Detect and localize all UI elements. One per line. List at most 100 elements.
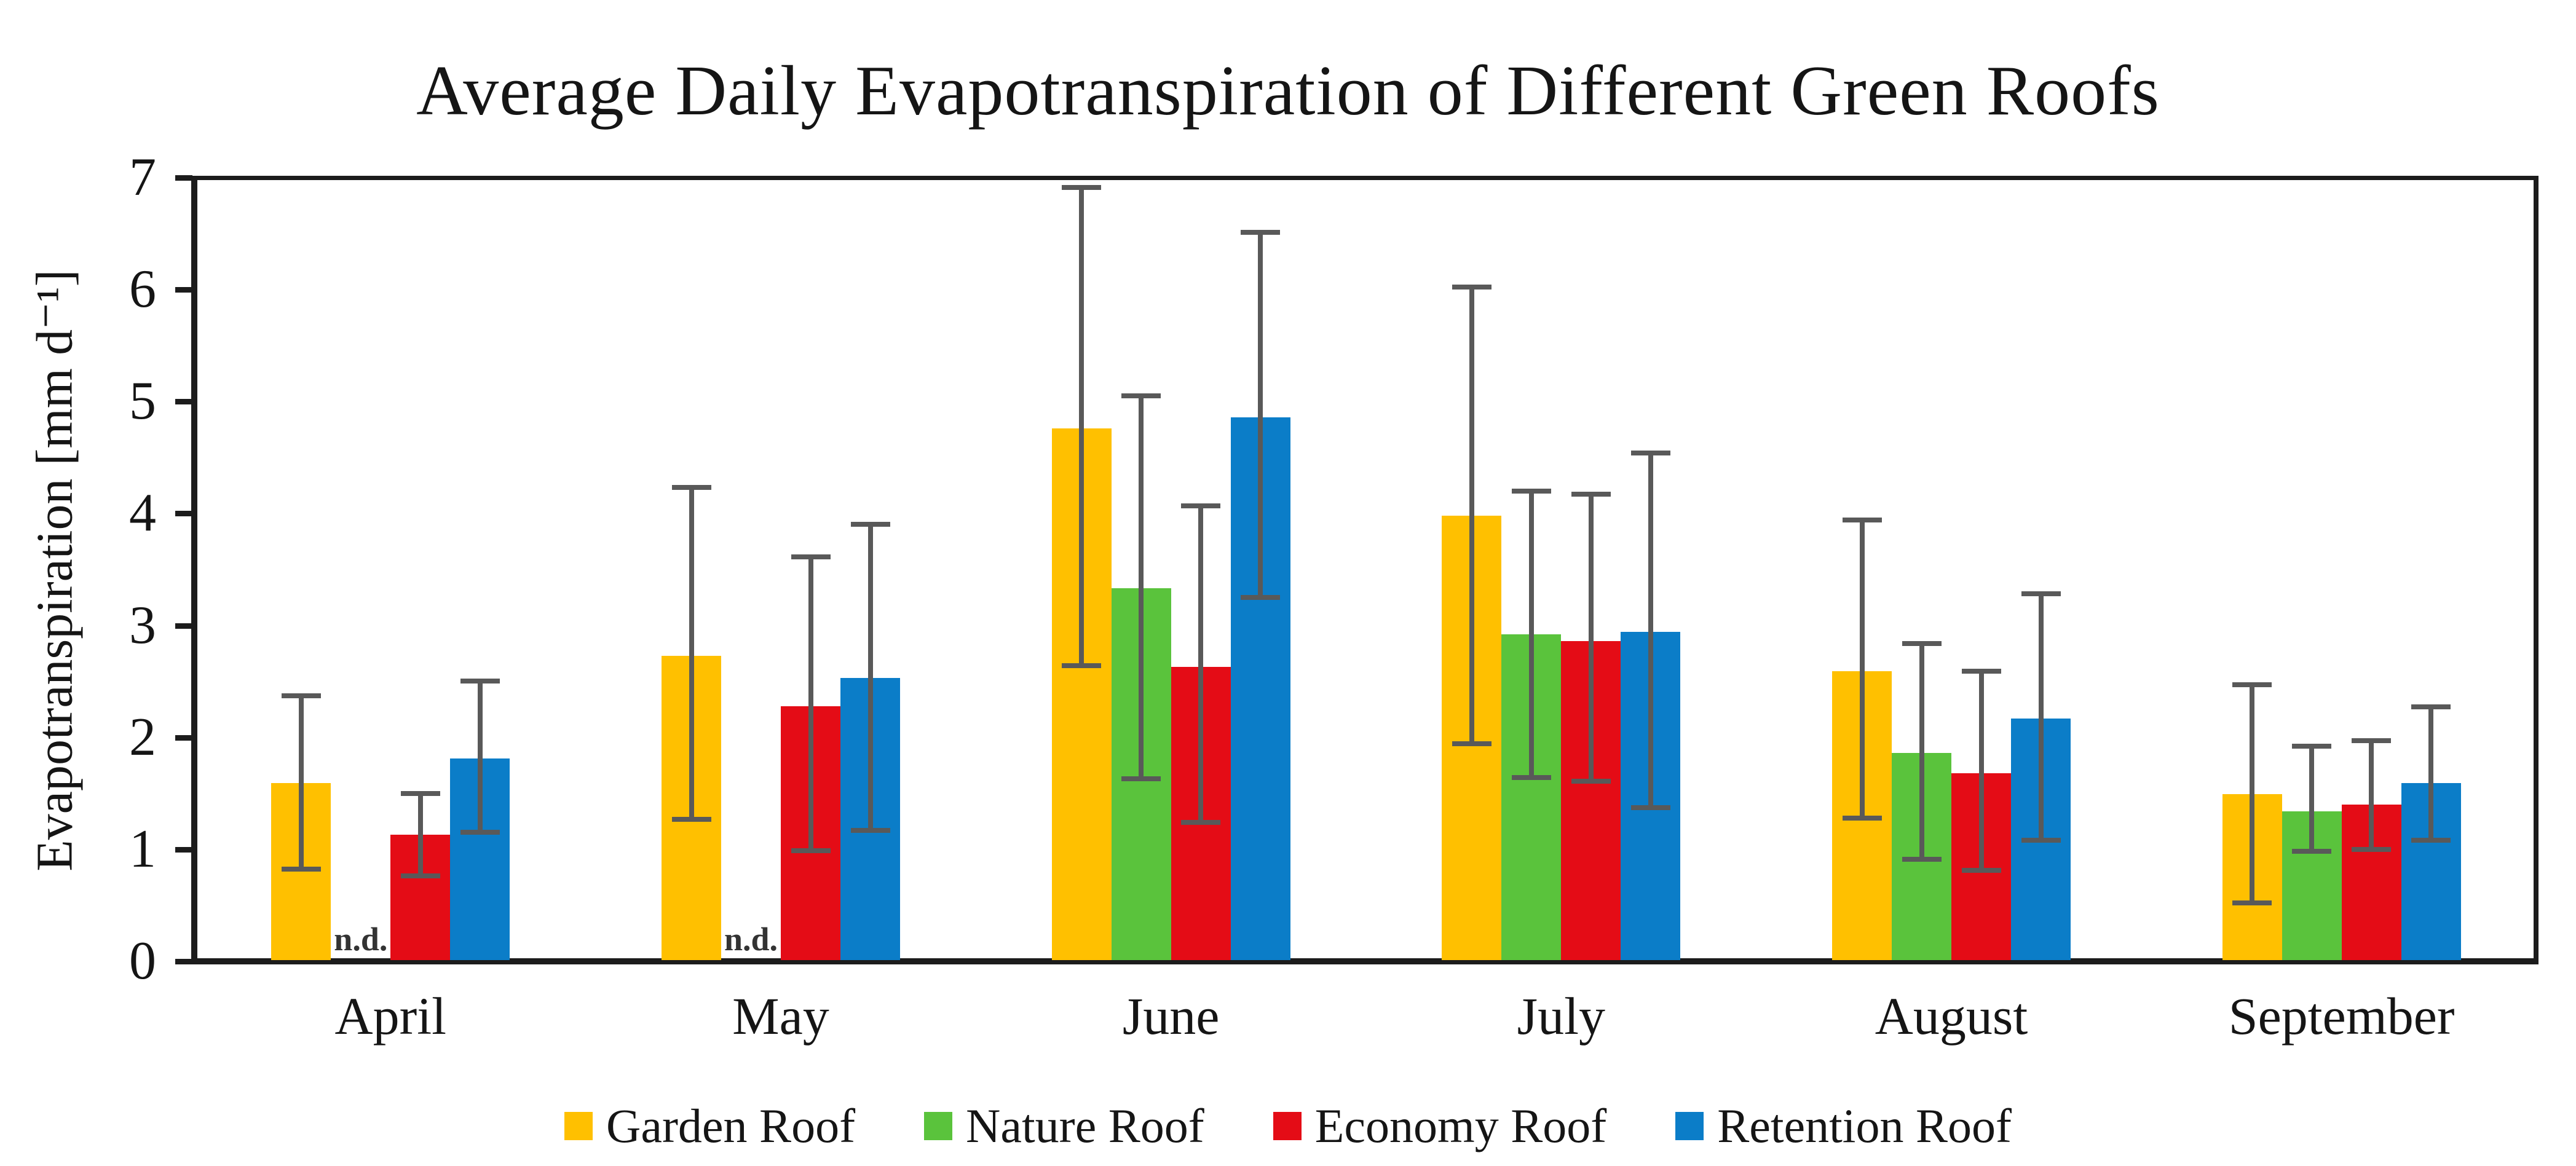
legend-swatch-garden-roof <box>564 1112 593 1140</box>
error-bar-garden-roof-june <box>1079 187 1085 666</box>
error-bar-nature-roof-september <box>2309 746 2315 852</box>
error-bar-cap-lower-garden-roof-september <box>2232 900 2272 906</box>
legend-swatch-economy-roof <box>1273 1112 1302 1140</box>
error-bar-garden-roof-may <box>689 487 694 819</box>
error-bar-nature-roof-august <box>1919 643 1924 860</box>
error-bar-cap-lower-garden-roof-august <box>1842 815 1882 821</box>
error-bar-economy-roof-may <box>808 557 813 851</box>
error-bar-cap-upper-economy-roof-april <box>400 790 440 796</box>
legend-label-nature-roof: Nature Roof <box>966 1099 1204 1152</box>
error-bar-cap-upper-garden-roof-may <box>671 485 711 490</box>
error-bar-cap-lower-garden-roof-june <box>1062 663 1102 668</box>
y-axis-tick-label: 5 <box>129 371 156 431</box>
error-bar-cap-lower-garden-roof-july <box>1452 741 1491 747</box>
error-bar-cap-upper-nature-roof-september <box>2292 744 2332 749</box>
error-bar-economy-roof-july <box>1588 494 1594 781</box>
error-bar-cap-lower-retention-roof-june <box>1241 594 1281 600</box>
legend-label-retention-roof: Retention Roof <box>1717 1099 2012 1152</box>
y-axis-tick-label: 7 <box>129 148 156 207</box>
error-bar-cap-upper-garden-roof-august <box>1842 518 1882 523</box>
error-bar-cap-upper-retention-roof-may <box>850 522 890 527</box>
error-bar-cap-lower-retention-roof-july <box>1630 805 1670 811</box>
error-bar-cap-upper-garden-roof-september <box>2232 682 2272 687</box>
error-bar-cap-upper-economy-roof-september <box>2352 738 2392 743</box>
y-axis-tick <box>175 735 192 741</box>
x-axis-label-june: June <box>1122 987 1220 1046</box>
error-bar-cap-lower-nature-roof-august <box>1902 857 1942 862</box>
error-bar-cap-lower-garden-roof-april <box>281 867 321 872</box>
error-bar-cap-upper-nature-roof-june <box>1121 393 1161 398</box>
error-bar-cap-upper-economy-roof-august <box>1961 669 2001 674</box>
missing-data-label-nature-roof-april: n.d. <box>334 921 388 958</box>
y-axis-title: Evapotranspiration [mm d⁻¹] <box>26 269 84 872</box>
error-bar-cap-upper-economy-roof-june <box>1181 503 1221 508</box>
error-bar-cap-lower-nature-roof-september <box>2292 849 2332 854</box>
legend-swatch-nature-roof <box>924 1112 953 1140</box>
legend-label-economy-roof: Economy Roof <box>1314 1099 1607 1152</box>
error-bar-cap-lower-economy-roof-august <box>1961 868 2001 873</box>
error-bar-cap-upper-retention-roof-july <box>1630 450 1670 455</box>
x-axis-label-september: September <box>2228 987 2455 1046</box>
x-axis-label-april: April <box>334 987 447 1046</box>
y-axis-tick-label: 1 <box>129 819 156 879</box>
y-axis-tick <box>175 846 192 853</box>
error-bar-cap-upper-nature-roof-july <box>1511 488 1551 494</box>
error-bar-retention-roof-may <box>867 524 873 830</box>
error-bar-economy-roof-june <box>1198 505 1204 822</box>
y-axis-tick <box>175 511 192 517</box>
error-bar-cap-lower-retention-roof-september <box>2411 838 2451 843</box>
error-bar-retention-roof-june <box>1258 232 1263 597</box>
error-bar-cap-upper-retention-roof-june <box>1241 230 1281 235</box>
y-axis-tick-label: 2 <box>129 707 156 767</box>
error-bar-retention-roof-september <box>2428 707 2434 841</box>
y-axis-tick <box>175 175 192 181</box>
error-bar-garden-roof-september <box>2250 684 2255 904</box>
error-bar-garden-roof-july <box>1469 287 1474 744</box>
error-bar-cap-upper-retention-roof-april <box>460 679 500 684</box>
error-bar-cap-lower-economy-roof-june <box>1181 819 1221 825</box>
error-bar-garden-roof-april <box>298 696 304 870</box>
legend-item-nature-roof: Nature Roof <box>924 1101 1204 1151</box>
error-bar-cap-lower-garden-roof-may <box>671 816 711 822</box>
plot-area-frame <box>191 176 2538 964</box>
error-bar-cap-upper-garden-roof-april <box>281 693 321 699</box>
y-axis-tick <box>175 623 192 629</box>
y-axis-tick-label: 6 <box>129 259 156 320</box>
y-axis-tick <box>175 287 192 293</box>
y-axis-tick-label: 0 <box>129 931 156 991</box>
error-bar-cap-upper-garden-roof-july <box>1452 285 1491 290</box>
error-bar-cap-upper-retention-roof-september <box>2411 704 2451 710</box>
error-bar-nature-roof-june <box>1139 396 1144 779</box>
error-bar-cap-upper-nature-roof-august <box>1902 640 1942 646</box>
y-axis-tick <box>175 399 192 405</box>
error-bar-cap-lower-nature-roof-june <box>1121 776 1161 781</box>
chart-title: Average Daily Evapotranspiration of Diff… <box>416 52 2160 130</box>
error-bar-economy-roof-september <box>2369 741 2374 849</box>
error-bar-retention-roof-july <box>1648 452 1653 808</box>
error-bar-cap-lower-retention-roof-may <box>850 827 890 833</box>
legend: Garden Roof Nature Roof Economy Roof Retent… <box>0 1098 2576 1154</box>
error-bar-cap-upper-retention-roof-august <box>2021 591 2061 597</box>
error-bar-cap-lower-economy-roof-may <box>791 848 831 853</box>
error-bar-cap-upper-economy-roof-may <box>791 554 831 560</box>
error-bar-economy-roof-august <box>1978 671 1984 871</box>
missing-data-label-nature-roof-may: n.d. <box>724 921 778 958</box>
legend-item-economy-roof: Economy Roof <box>1273 1101 1606 1151</box>
x-axis-label-may: May <box>732 987 829 1046</box>
y-axis-tick <box>175 959 192 964</box>
legend-item-garden-roof: Garden Roof <box>564 1101 855 1151</box>
x-axis-label-july: July <box>1517 987 1606 1046</box>
legend-label-garden-roof: Garden Roof <box>606 1099 856 1152</box>
error-bar-cap-lower-economy-roof-april <box>400 873 440 879</box>
y-axis-tick-label: 3 <box>129 595 156 655</box>
error-bar-cap-lower-economy-roof-september <box>2352 846 2392 852</box>
error-bar-retention-roof-april <box>477 681 483 833</box>
error-bar-cap-upper-economy-roof-july <box>1571 492 1611 497</box>
error-bar-economy-roof-april <box>417 793 423 876</box>
error-bar-cap-lower-retention-roof-april <box>460 830 500 835</box>
error-bar-garden-roof-august <box>1859 520 1865 818</box>
y-axis-tick-label: 4 <box>129 483 156 543</box>
legend-swatch-retention-roof <box>1675 1112 1704 1140</box>
error-bar-retention-roof-august <box>2038 594 2044 841</box>
